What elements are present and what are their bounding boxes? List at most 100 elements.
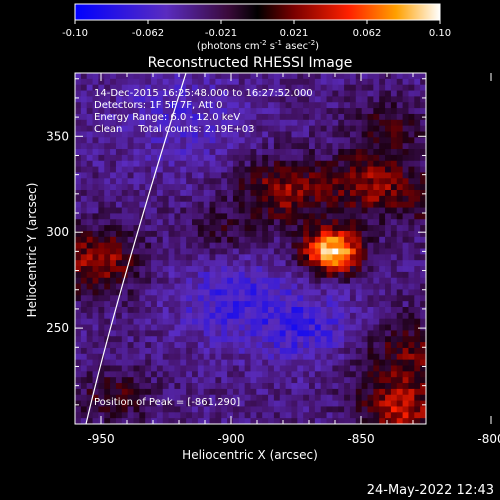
heatmap-pixel [168, 336, 175, 343]
heatmap-pixel [373, 312, 380, 320]
heatmap-pixel [379, 73, 386, 80]
heatmap-pixel [244, 195, 251, 203]
heatmap-pixel [75, 213, 82, 220]
heatmap-pixel [355, 73, 363, 80]
heatmap-pixel [414, 347, 421, 355]
heatmap-pixel [244, 125, 251, 132]
heatmap-pixel [344, 219, 351, 226]
heatmap-pixel [268, 254, 275, 261]
heatmap-pixel [396, 289, 403, 296]
heatmap-pixel [344, 400, 351, 407]
heatmap-pixel [80, 160, 88, 167]
heatmap-pixel [139, 143, 146, 150]
x-tick-label: -900 [217, 432, 244, 446]
heatmap-pixel [390, 78, 398, 86]
heatmap-pixel [309, 254, 316, 261]
heatmap-pixel [162, 149, 169, 156]
heatmap-pixel [279, 412, 286, 419]
heatmap-pixel [80, 254, 88, 261]
heatmap-pixel [203, 131, 210, 138]
heatmap-pixel [408, 160, 415, 167]
heatmap-pixel [244, 102, 251, 109]
heatmap-pixel [110, 149, 117, 156]
heatmap-pixel [326, 172, 333, 179]
heatmap-pixel [221, 160, 228, 167]
heatmap-pixel [174, 330, 181, 337]
heatmap-pixel [314, 213, 322, 220]
heatmap-pixel [355, 154, 363, 162]
heatmap-pixel [338, 195, 345, 203]
heatmap-pixel [355, 137, 363, 144]
heatmap-pixel [279, 184, 286, 191]
heatmap-pixel [250, 137, 257, 144]
heatmap-pixel [168, 324, 175, 331]
heatmap-pixel [408, 371, 415, 378]
heatmap-pixel [390, 248, 398, 255]
heatmap-pixel [209, 260, 216, 267]
heatmap-pixel [385, 207, 392, 214]
heatmap-pixel [326, 184, 333, 191]
heatmap-pixel [408, 307, 415, 314]
heatmap-pixel [408, 172, 415, 179]
heatmap-pixel [273, 119, 281, 127]
heatmap-pixel [139, 271, 146, 279]
heatmap-pixel [326, 201, 333, 208]
heatmap-pixel [215, 201, 222, 208]
heatmap-pixel [139, 125, 146, 132]
heatmap-pixel [285, 166, 292, 173]
heatmap-pixel [355, 225, 363, 232]
heatmap-pixel [420, 73, 426, 80]
heatmap-pixel [309, 371, 316, 378]
heatmap-pixel [309, 154, 316, 162]
heatmap-pixel [133, 219, 140, 226]
annotation-peak-position: Position of Peak = [-861,290] [94, 397, 241, 408]
heatmap-pixel [338, 347, 345, 355]
heatmap-pixel [268, 418, 275, 424]
heatmap-pixel [303, 125, 310, 132]
heatmap-pixel [326, 377, 333, 384]
heatmap-pixel [268, 400, 275, 407]
heatmap-pixel [414, 307, 421, 314]
heatmap-pixel [162, 330, 169, 337]
heatmap-pixel [408, 184, 415, 191]
heatmap-pixel [127, 201, 134, 208]
heatmap-pixel [256, 195, 263, 203]
heatmap-pixel [320, 113, 327, 121]
heatmap-pixel [244, 383, 251, 390]
heatmap-pixel [279, 342, 286, 349]
heatmap-pixel [110, 84, 117, 91]
heatmap-pixel [338, 172, 345, 179]
heatmap-pixel [86, 137, 93, 144]
colorbar-tick-label: 0.021 [280, 28, 309, 39]
heatmap-pixel [309, 418, 316, 424]
heatmap-pixel [314, 412, 322, 419]
heatmap-pixel [221, 307, 228, 314]
heatmap-pixel [98, 242, 105, 249]
heatmap-pixel [192, 383, 199, 390]
heatmap-pixel [367, 289, 374, 296]
heatmap-pixel [355, 406, 363, 413]
annotation-energy-range: Energy Range: 6.0 - 12.0 keV [94, 112, 241, 123]
heatmap-pixel [349, 225, 357, 232]
heatmap-pixel [168, 230, 175, 238]
heatmap-pixel [379, 295, 386, 302]
heatmap-pixel [349, 289, 357, 296]
heatmap-pixel [320, 248, 327, 255]
heatmap-pixel [414, 271, 421, 279]
heatmap-pixel [197, 353, 205, 361]
heatmap-pixel [98, 73, 105, 80]
heatmap-pixel [344, 388, 351, 396]
heatmap-pixel [192, 78, 199, 86]
heatmap-pixel [127, 96, 134, 103]
heatmap-pixel [209, 266, 216, 273]
heatmap-pixel [268, 90, 275, 97]
heatmap-pixel [162, 154, 169, 162]
heatmap-pixel [256, 178, 263, 185]
heatmap-pixel [197, 137, 205, 144]
heatmap-pixel [86, 219, 93, 226]
heatmap-pixel [174, 289, 181, 296]
heatmap-pixel [104, 137, 111, 144]
heatmap-pixel [192, 172, 199, 179]
heatmap-pixel [273, 219, 281, 226]
heatmap-pixel [232, 248, 240, 255]
